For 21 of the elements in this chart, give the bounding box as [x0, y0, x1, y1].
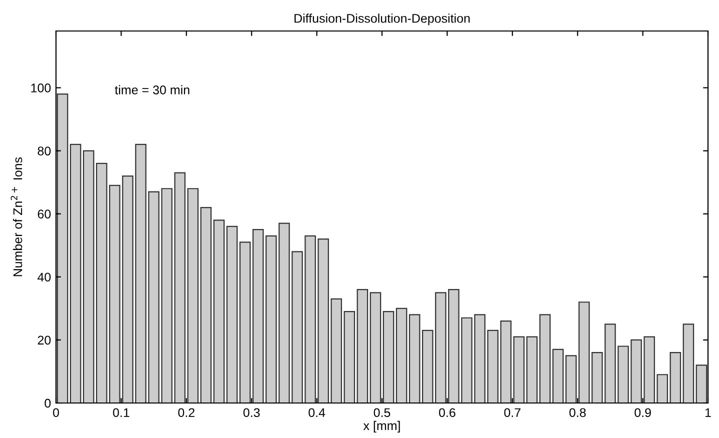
x-tick-label: 0 [53, 408, 59, 418]
x-tick-label: 0.9 [634, 408, 651, 418]
x-tick-label: 1 [705, 408, 711, 417]
x-tick-label: 0.2 [178, 408, 194, 418]
x-tick-label: 0.4 [308, 408, 326, 418]
y-tick-label: 80 [38, 146, 51, 156]
y-tick-label: 20 [38, 336, 51, 345]
x-tick-label: 0.7 [504, 408, 520, 418]
y-tick-label: 0 [44, 398, 51, 408]
x-axis-title: x [mm] [363, 420, 400, 433]
x-tick-label: 0.8 [569, 408, 586, 418]
annotation: time = 30 min [114, 85, 190, 94]
y-tick-label: 60 [38, 210, 51, 218]
x-tick-label: 0.1 [113, 408, 130, 418]
x-tick-label: 0.5 [374, 408, 390, 418]
x-tick-label: 0.3 [243, 408, 260, 418]
chart-title: Diffusion-Dissolution-Deposition [294, 14, 470, 26]
y-axis-title: Number of Zn$^{2+}$ Ions [10, 157, 22, 276]
x-tick-label: 0.6 [439, 408, 456, 418]
y-tick-label: 100 [31, 84, 51, 92]
y-tick-label: 40 [38, 272, 51, 282]
